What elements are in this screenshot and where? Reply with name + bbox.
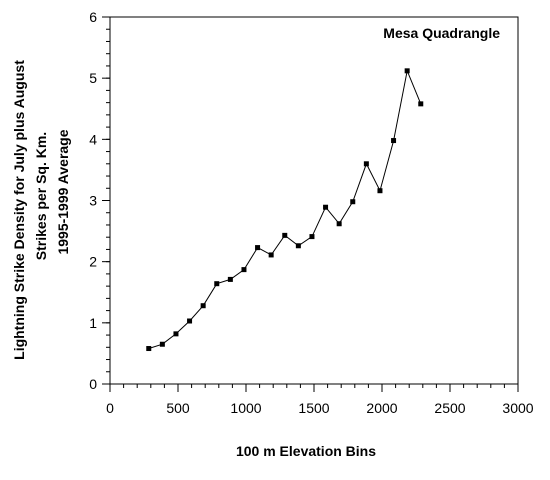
y-tick-label: 3 [89, 193, 97, 209]
data-point-marker [404, 68, 410, 74]
data-point-marker [309, 234, 315, 240]
x-tick-label: 2500 [434, 400, 465, 416]
y-axis-title-line-1: Lightning Strike Density for July plus A… [11, 60, 27, 360]
y-tick-label: 6 [89, 9, 97, 25]
x-tick-label: 1000 [230, 400, 261, 416]
x-tick-label: 500 [166, 400, 190, 416]
data-point-marker [241, 267, 247, 273]
data-point-marker [350, 199, 356, 205]
y-tick-label: 1 [89, 315, 97, 331]
data-point-marker [295, 243, 301, 249]
y-tick-label: 2 [89, 254, 97, 270]
data-point-marker [173, 331, 179, 337]
x-tick-label: 2000 [366, 400, 397, 416]
data-point-marker [391, 138, 397, 144]
y-tick-label: 4 [89, 131, 97, 147]
data-point-marker [282, 232, 288, 238]
data-point-marker [323, 204, 329, 210]
x-axis-title: 100 m Elevation Bins [236, 443, 376, 459]
series-line [148, 69, 422, 349]
data-point-marker [146, 346, 152, 352]
x-tick-label: 1500 [298, 400, 329, 416]
y-tick-label: 5 [89, 70, 97, 86]
tick-labels: 0 500 1000 1500 2000 2500 3000 0 1 2 3 4 5 6 [89, 9, 534, 416]
data-point-marker [336, 221, 342, 227]
series-group [146, 68, 424, 352]
data-point-marker [159, 341, 165, 347]
data-point-marker [363, 161, 369, 167]
y-tick-label: 0 [89, 376, 97, 392]
x-tick-label: 0 [106, 400, 114, 416]
data-point-marker [227, 276, 233, 282]
quadrangle-annotation: Mesa Quadrangle [383, 25, 500, 41]
minor-ticks [106, 16, 519, 388]
y-axis-title-line-2: Strikes per Sq. Km. [33, 132, 49, 260]
x-tick-label: 3000 [502, 400, 533, 416]
data-point-marker [187, 318, 193, 324]
data-point-marker [214, 281, 220, 287]
plot-frame [109, 16, 519, 385]
data-point-marker [268, 252, 274, 258]
data-point-marker [255, 245, 261, 251]
data-point-marker [418, 101, 424, 107]
major-ticks [102, 16, 519, 392]
y-axis-title-line-3: 1995-1999 Average [55, 129, 71, 254]
data-point-marker [377, 188, 383, 194]
data-point-marker [200, 303, 206, 309]
